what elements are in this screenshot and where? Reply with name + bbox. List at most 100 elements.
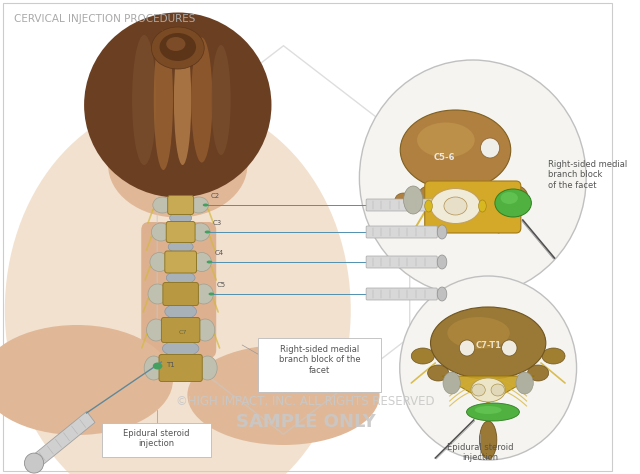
FancyBboxPatch shape xyxy=(366,199,437,211)
Text: Right-sided medial
branch block of the
facet: Right-sided medial branch block of the f… xyxy=(278,345,360,375)
Ellipse shape xyxy=(159,33,196,61)
Ellipse shape xyxy=(174,35,191,165)
Ellipse shape xyxy=(417,122,475,157)
Ellipse shape xyxy=(437,225,447,239)
Ellipse shape xyxy=(188,345,380,445)
Ellipse shape xyxy=(499,185,527,207)
Circle shape xyxy=(460,340,475,356)
Text: SAMPLE ONLY: SAMPLE ONLY xyxy=(236,413,376,431)
Circle shape xyxy=(481,138,500,158)
Circle shape xyxy=(24,453,44,473)
Ellipse shape xyxy=(153,363,163,370)
Text: C7-T1: C7-T1 xyxy=(475,341,501,350)
Ellipse shape xyxy=(471,378,506,402)
Ellipse shape xyxy=(400,110,511,190)
Ellipse shape xyxy=(404,186,423,214)
Ellipse shape xyxy=(192,253,211,272)
Ellipse shape xyxy=(211,45,230,155)
Ellipse shape xyxy=(144,356,163,380)
Text: C3: C3 xyxy=(212,220,221,226)
Ellipse shape xyxy=(444,197,467,215)
Ellipse shape xyxy=(209,292,214,295)
Ellipse shape xyxy=(437,198,447,212)
Text: C2: C2 xyxy=(211,193,220,199)
Circle shape xyxy=(502,340,517,356)
Ellipse shape xyxy=(194,284,213,304)
Ellipse shape xyxy=(542,348,565,364)
Ellipse shape xyxy=(84,12,271,198)
Text: Epidural steroid
injection: Epidural steroid injection xyxy=(447,443,514,462)
Ellipse shape xyxy=(170,212,192,224)
Ellipse shape xyxy=(425,200,433,212)
Ellipse shape xyxy=(5,100,351,474)
FancyBboxPatch shape xyxy=(168,195,194,215)
FancyBboxPatch shape xyxy=(257,338,381,392)
Polygon shape xyxy=(30,411,95,469)
Text: T1: T1 xyxy=(166,362,175,368)
FancyBboxPatch shape xyxy=(159,355,202,382)
FancyBboxPatch shape xyxy=(366,288,437,300)
Circle shape xyxy=(360,60,586,296)
FancyBboxPatch shape xyxy=(141,222,216,358)
Ellipse shape xyxy=(479,200,486,212)
Ellipse shape xyxy=(108,112,248,218)
Ellipse shape xyxy=(479,421,497,459)
FancyBboxPatch shape xyxy=(166,221,195,243)
Ellipse shape xyxy=(491,384,504,396)
FancyBboxPatch shape xyxy=(161,318,200,343)
FancyBboxPatch shape xyxy=(165,251,196,273)
Ellipse shape xyxy=(153,197,172,213)
Circle shape xyxy=(400,276,577,460)
Ellipse shape xyxy=(0,325,173,435)
Ellipse shape xyxy=(191,37,212,163)
Ellipse shape xyxy=(418,185,447,207)
Ellipse shape xyxy=(168,240,193,253)
Ellipse shape xyxy=(189,197,209,213)
Ellipse shape xyxy=(527,365,548,381)
FancyBboxPatch shape xyxy=(366,226,437,238)
Text: C5: C5 xyxy=(216,282,225,288)
Ellipse shape xyxy=(148,284,167,304)
Ellipse shape xyxy=(166,271,195,284)
Ellipse shape xyxy=(163,340,199,356)
Ellipse shape xyxy=(412,348,435,364)
Ellipse shape xyxy=(431,307,546,379)
Text: C5-6: C5-6 xyxy=(433,154,454,163)
Ellipse shape xyxy=(500,192,518,204)
Ellipse shape xyxy=(151,27,204,69)
Text: CERVICAL INJECTION PROCEDURES: CERVICAL INJECTION PROCEDURES xyxy=(15,14,196,24)
Ellipse shape xyxy=(132,35,156,165)
Text: Epidural steroid
injection: Epidural steroid injection xyxy=(124,429,190,448)
Ellipse shape xyxy=(154,30,173,170)
Ellipse shape xyxy=(166,37,186,51)
Ellipse shape xyxy=(205,230,211,234)
Ellipse shape xyxy=(447,317,510,349)
Ellipse shape xyxy=(516,372,533,394)
Ellipse shape xyxy=(151,223,171,241)
Ellipse shape xyxy=(395,193,412,207)
Text: C4: C4 xyxy=(214,250,223,256)
Ellipse shape xyxy=(428,365,449,381)
Ellipse shape xyxy=(495,189,531,217)
FancyBboxPatch shape xyxy=(102,423,211,457)
Ellipse shape xyxy=(150,253,169,272)
Text: C7: C7 xyxy=(179,329,187,335)
Polygon shape xyxy=(442,376,534,403)
Ellipse shape xyxy=(207,261,212,264)
FancyBboxPatch shape xyxy=(3,3,612,471)
FancyBboxPatch shape xyxy=(366,256,437,268)
FancyBboxPatch shape xyxy=(163,283,198,306)
Ellipse shape xyxy=(196,319,215,341)
Ellipse shape xyxy=(203,203,209,207)
Ellipse shape xyxy=(431,189,481,224)
Ellipse shape xyxy=(165,303,196,319)
Ellipse shape xyxy=(443,372,460,394)
Ellipse shape xyxy=(437,255,447,269)
Ellipse shape xyxy=(191,223,210,241)
Text: ©HIGH IMPACT, INC. ALL RIGHTS RESERVED: ©HIGH IMPACT, INC. ALL RIGHTS RESERVED xyxy=(176,395,435,409)
FancyBboxPatch shape xyxy=(425,181,521,233)
Ellipse shape xyxy=(147,319,166,341)
Ellipse shape xyxy=(198,356,217,380)
Ellipse shape xyxy=(437,287,447,301)
Text: Right-sided medial
branch block
of the facet: Right-sided medial branch block of the f… xyxy=(548,160,627,190)
